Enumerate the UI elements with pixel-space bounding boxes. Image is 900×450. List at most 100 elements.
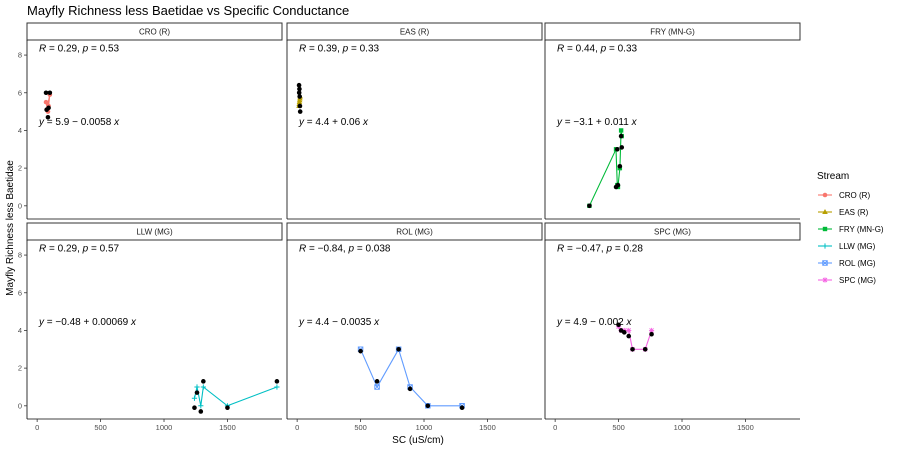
series-line: [360, 347, 463, 407]
observed-point: [47, 90, 53, 96]
x-tick-label: 1500: [219, 423, 236, 432]
series-marker: [200, 384, 206, 390]
panel-grid: CRO (R) 0 2 4 6 8 R = 0.29, p = 0.53 y = 5.9 − …: [18, 22, 801, 432]
strip-box: [286, 22, 543, 41]
strip-label: EAS (R): [400, 28, 430, 37]
legend-label: EAS (R): [839, 208, 869, 217]
regression-equation: y = 4.4 − 0.0035 x: [298, 317, 380, 328]
facet-panel: CRO (R) 0 2 4 6 8 R = 0.29, p = 0.53 y = 5.9 − …: [18, 22, 283, 220]
y-tick-label: 8: [18, 51, 22, 60]
observed-point: [297, 103, 303, 109]
strip-box: [26, 22, 283, 41]
legend-marker: [822, 226, 828, 232]
correlation-annotation: R = −0.47, p = 0.28: [557, 244, 643, 255]
x-tick-label: 0: [35, 423, 39, 432]
x-tick-label: 0: [295, 423, 299, 432]
series-marker: [43, 99, 49, 105]
regression-equation: y = 4.4 + 0.06 x: [298, 117, 369, 128]
legend-label: SPC (MG): [839, 276, 876, 285]
chart-title: Mayfly Richness less Baetidae vs Specifi…: [27, 3, 349, 18]
x-axis-title: SC (uS/cm): [392, 435, 444, 446]
series-marker: [191, 395, 198, 401]
correlation-annotation: R = −0.84, p = 0.038: [299, 244, 391, 255]
legend: Stream CRO (R) EAS (R) FRY (MN-G) LLW (MG) R…: [817, 171, 884, 285]
observed-point: [296, 82, 302, 88]
regression-equation: y = 5.9 − 0.0058 x: [38, 117, 120, 128]
y-tick-label: 0: [18, 401, 22, 410]
observed-point: [649, 331, 654, 337]
observed-point: [201, 379, 206, 384]
correlation-annotation: R = 0.39, p = 0.33: [299, 44, 380, 55]
regression-equation: y = −0.48 + 0.00069 x: [38, 317, 137, 328]
legend-item: ROL (MG): [818, 259, 876, 268]
strip-box: [26, 222, 283, 241]
legend-item: CRO (R): [818, 191, 870, 200]
observed-point: [297, 86, 302, 92]
legend-label: CRO (R): [839, 191, 870, 200]
y-tick-label: 2: [18, 364, 22, 373]
legend-marker: [822, 260, 828, 266]
legend-label: FRY (MN-G): [839, 225, 884, 234]
series-marker: [648, 327, 655, 334]
series-marker: [626, 327, 632, 334]
x-tick-label: 1000: [674, 423, 691, 432]
observed-point: [615, 146, 620, 152]
observed-point: [297, 109, 303, 114]
y-axis-title: Mayfly Richness less Baetidae: [5, 160, 16, 296]
strip-label: ROL (MG): [396, 228, 433, 237]
observed-point: [296, 90, 302, 96]
legend-item: SPC (MG): [818, 276, 876, 285]
observed-point: [642, 346, 648, 352]
x-tick-label: 1500: [479, 423, 496, 432]
observed-point: [297, 94, 302, 99]
strip-label: SPC (MG): [654, 228, 691, 237]
y-tick-label: 4: [18, 326, 22, 335]
x-tick-label: 500: [612, 423, 625, 432]
correlation-annotation: R = 0.44, p = 0.33: [557, 44, 638, 55]
observed-point: [617, 163, 623, 169]
observed-point: [587, 203, 592, 209]
observed-point: [43, 90, 49, 96]
y-tick-label: 2: [18, 164, 22, 173]
correlation-annotation: R = 0.29, p = 0.57: [39, 244, 120, 255]
x-tick-label: 500: [94, 423, 107, 432]
legend-marker: [822, 209, 828, 214]
y-tick-label: 4: [18, 126, 22, 135]
strip-box: [286, 222, 543, 241]
observed-point: [358, 348, 363, 354]
series-line: [588, 130, 623, 207]
correlation-annotation: R = 0.29, p = 0.53: [39, 44, 120, 55]
observed-point: [615, 182, 621, 188]
facet-panel: SPC (MG) 0 500 1000 1500 R = −0.47, p = 0.28 y…: [544, 222, 801, 432]
strip-box: [544, 222, 801, 241]
observed-point: [225, 405, 230, 410]
facet-panel: FRY (MN-G) R = 0.44, p = 0.33 y = −3.1 + 0…: [544, 22, 801, 220]
observed-point: [396, 346, 401, 352]
y-tick-label: 8: [18, 251, 22, 260]
x-tick-label: 500: [354, 423, 367, 432]
observed-point: [374, 379, 380, 384]
observed-point: [425, 403, 431, 409]
observed-point: [618, 133, 624, 139]
legend-marker: [822, 277, 828, 283]
legend-item: LLW (MG): [818, 242, 876, 251]
x-tick-label: 0: [553, 423, 557, 432]
y-tick-label: 6: [18, 288, 22, 297]
observed-point: [45, 114, 51, 120]
observed-point: [619, 145, 625, 150]
observed-point: [198, 409, 204, 414]
observed-point: [274, 379, 280, 384]
strip-label: CRO (R): [139, 28, 170, 37]
series-marker: [618, 128, 624, 133]
y-tick-label: 6: [18, 88, 22, 97]
regression-equation: y = 4.9 − 0.002 x: [556, 317, 633, 328]
y-tick-label: 0: [18, 201, 22, 210]
series-marker: [194, 384, 200, 390]
facet-panel: EAS (R) R = 0.39, p = 0.33 y = 4.4 + 0.06 …: [286, 22, 543, 220]
series-marker: [374, 384, 380, 390]
strip-label: FRY (MN-G): [650, 28, 695, 37]
legend-item: EAS (R): [818, 208, 869, 217]
series-marker: [274, 384, 280, 390]
legend-marker: [822, 192, 828, 198]
